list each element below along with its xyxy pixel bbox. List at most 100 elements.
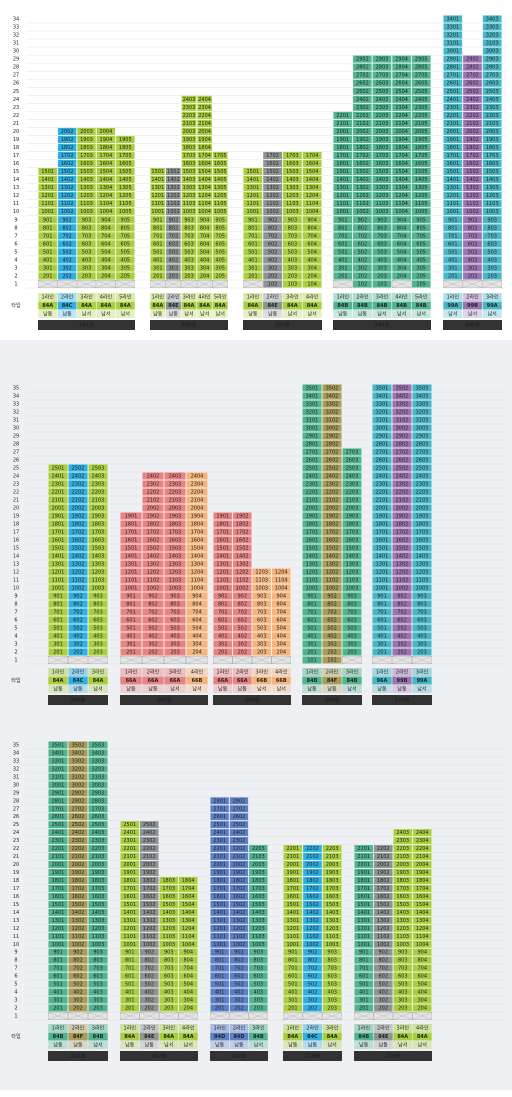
- line-label: 2라인: [326, 669, 339, 676]
- unit-cell: [262, 264, 283, 272]
- unit-number: 1302: [356, 185, 369, 191]
- unit-cell: [252, 640, 272, 648]
- unit-cell: [48, 496, 68, 504]
- unit-number: 703: [170, 610, 180, 616]
- unit-number: 1103: [255, 578, 268, 584]
- unit-number: 1802: [72, 522, 85, 528]
- unit-number: 601: [53, 974, 63, 980]
- unit-number: 2902: [356, 57, 369, 63]
- unit-number: 2403: [183, 97, 196, 103]
- type-name: 84E: [267, 303, 278, 309]
- unit-cell: [262, 272, 283, 280]
- unit-cell: [76, 256, 97, 264]
- unit-cell: [372, 448, 392, 456]
- unit-cell: [68, 512, 88, 520]
- unit-cell: [48, 512, 68, 520]
- unit-cell: [282, 256, 303, 264]
- unit-number: 1802: [61, 145, 74, 151]
- unit-cell: [392, 520, 412, 528]
- dir-cell: [372, 685, 392, 693]
- floor-label: 22: [13, 846, 19, 852]
- unit-number: 901: [248, 217, 258, 223]
- unit-number: 701: [43, 233, 53, 239]
- unit-number: 1601: [52, 538, 65, 544]
- unit-cell: [333, 159, 353, 168]
- unit-cell: [342, 552, 362, 560]
- unit-cell: [342, 480, 362, 488]
- unit-number: 505: [416, 249, 426, 255]
- direction: 남서: [93, 686, 102, 693]
- unit-cell: [372, 239, 392, 248]
- unit-cell: [88, 812, 108, 821]
- unit-cell: [252, 568, 272, 576]
- floor-label: 19: [13, 514, 19, 520]
- unit-number: 1303: [169, 562, 182, 568]
- unit-number: 2201: [52, 490, 65, 496]
- unit-number: 703: [347, 610, 357, 616]
- unit-number: 1301: [151, 185, 164, 191]
- unit-cell: [271, 600, 291, 608]
- dir-cell: [120, 685, 142, 693]
- floor-label: 2: [14, 1006, 17, 1012]
- unit-number: 601: [288, 974, 298, 980]
- building-name: 202동: [181, 322, 196, 329]
- unit-cell: [392, 584, 412, 592]
- unit-number: 1101: [123, 934, 136, 940]
- unit-cell: [243, 183, 263, 192]
- unit-cell: [232, 520, 252, 528]
- unit-number: 1802: [306, 878, 319, 884]
- unit-number: 3203: [92, 766, 105, 772]
- unit-cell: [302, 248, 322, 256]
- floor-label: 9: [14, 950, 17, 956]
- line-label: 2라인: [72, 1025, 85, 1032]
- unit-cell: [48, 988, 68, 996]
- unit-cell: [342, 496, 362, 504]
- unit-number: 301: [377, 642, 387, 648]
- line-cell: [302, 293, 322, 301]
- unit-number: 1902: [466, 137, 479, 143]
- unit-cell: [282, 280, 303, 288]
- unit-cell: [68, 860, 88, 869]
- unit-number: 1203: [92, 926, 105, 932]
- unit-number: 1501: [52, 546, 65, 552]
- unit-number: 2301: [213, 838, 226, 844]
- unit-number: 2001: [357, 862, 370, 868]
- unit-cell: [88, 608, 108, 616]
- type-cell: [482, 301, 502, 310]
- unit-number: 2601: [213, 814, 226, 820]
- unit-cell: [120, 528, 142, 536]
- line-cell: [443, 293, 463, 301]
- unit-number: 1904: [395, 137, 408, 143]
- unit-number: 2302: [72, 838, 85, 844]
- unit-cell: [443, 111, 463, 120]
- direction: 남서: [377, 311, 386, 318]
- unit-cell: [352, 63, 373, 72]
- unit-number: 1404: [182, 910, 195, 916]
- unit-cell: [372, 416, 392, 424]
- unit-cell: [48, 624, 68, 632]
- unit-number: 2003: [416, 506, 429, 512]
- unit-cell: [186, 536, 208, 544]
- unit-number: 902: [358, 217, 368, 223]
- unit-number: 501: [53, 626, 63, 632]
- unit-number: 1003: [183, 209, 196, 215]
- unit-number: 1103: [252, 934, 265, 940]
- dir-cell: [186, 685, 208, 693]
- unit-number: 1103: [286, 201, 299, 207]
- unit-number: 301: [125, 998, 135, 1004]
- unit-cell: [322, 640, 342, 648]
- unit-cell: [243, 167, 263, 176]
- unit-number: 1002: [147, 586, 160, 592]
- unit-cell: [57, 215, 77, 224]
- type-cell: [443, 301, 463, 310]
- unit-cell: [57, 159, 77, 168]
- unit-number: 2203: [346, 490, 359, 496]
- unit-cell: [322, 488, 342, 496]
- unit-cell: [333, 135, 353, 144]
- unit-number: 2802: [326, 442, 339, 448]
- unit-cell: [139, 836, 159, 845]
- unit-cell: [48, 956, 68, 965]
- unit-cell: [411, 280, 431, 288]
- unit-number: 304: [417, 998, 427, 1004]
- unit-cell: [142, 632, 164, 640]
